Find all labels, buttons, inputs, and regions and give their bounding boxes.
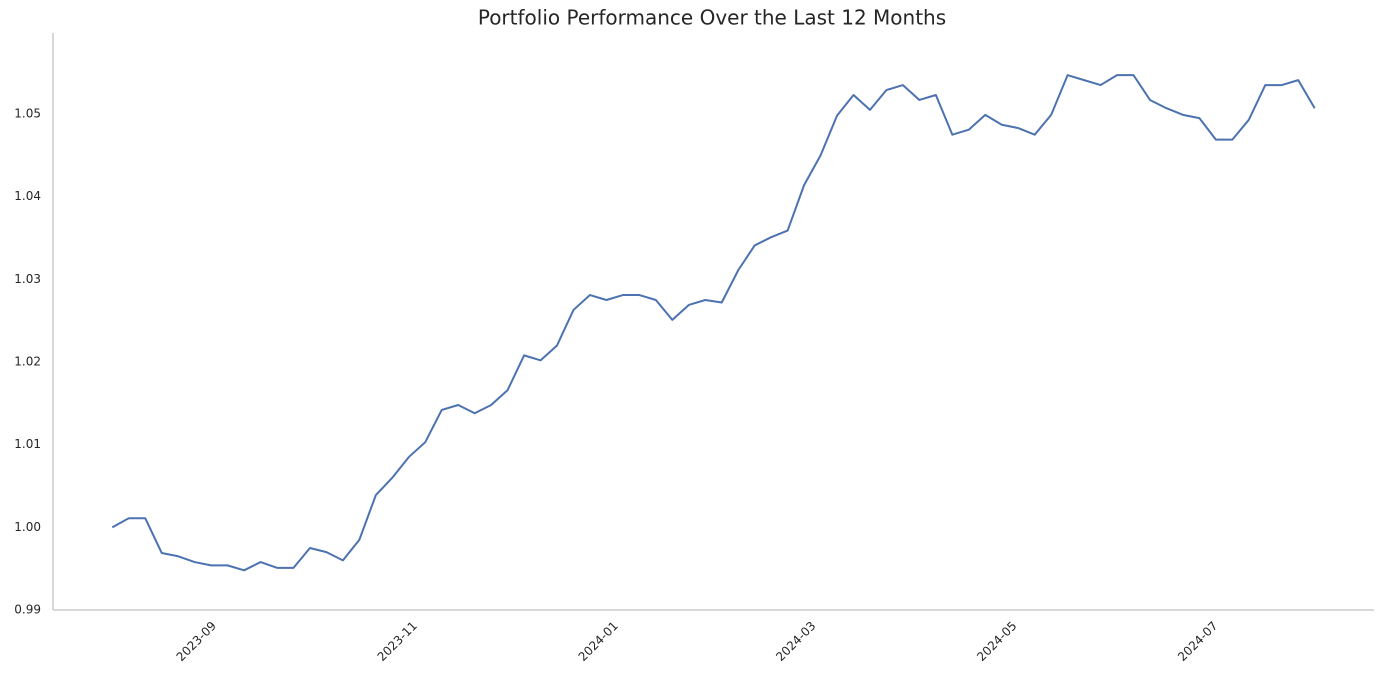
x-tick-label: 2024-07: [1175, 619, 1220, 664]
y-tick-label: 1.01: [14, 437, 41, 451]
x-tick-label: 2023-11: [375, 619, 420, 664]
chart-title: Portfolio Performance Over the Last 12 M…: [478, 6, 946, 30]
x-tick-label: 2024-05: [974, 619, 1019, 664]
y-tick-label: 1.04: [14, 189, 41, 203]
x-tick-label: 2024-01: [576, 619, 621, 664]
y-tick-label: 1.03: [14, 272, 41, 286]
x-tick-label: 2024-03: [773, 619, 818, 664]
x-tick-label: 2023-09: [174, 619, 219, 664]
y-tick-label: 0.99: [14, 603, 41, 617]
line: [111, 74, 1316, 572]
y-tick-label: 1.05: [14, 107, 41, 121]
y-tick-label: 1.00: [14, 520, 41, 534]
y-tick-label: 1.02: [14, 355, 41, 369]
